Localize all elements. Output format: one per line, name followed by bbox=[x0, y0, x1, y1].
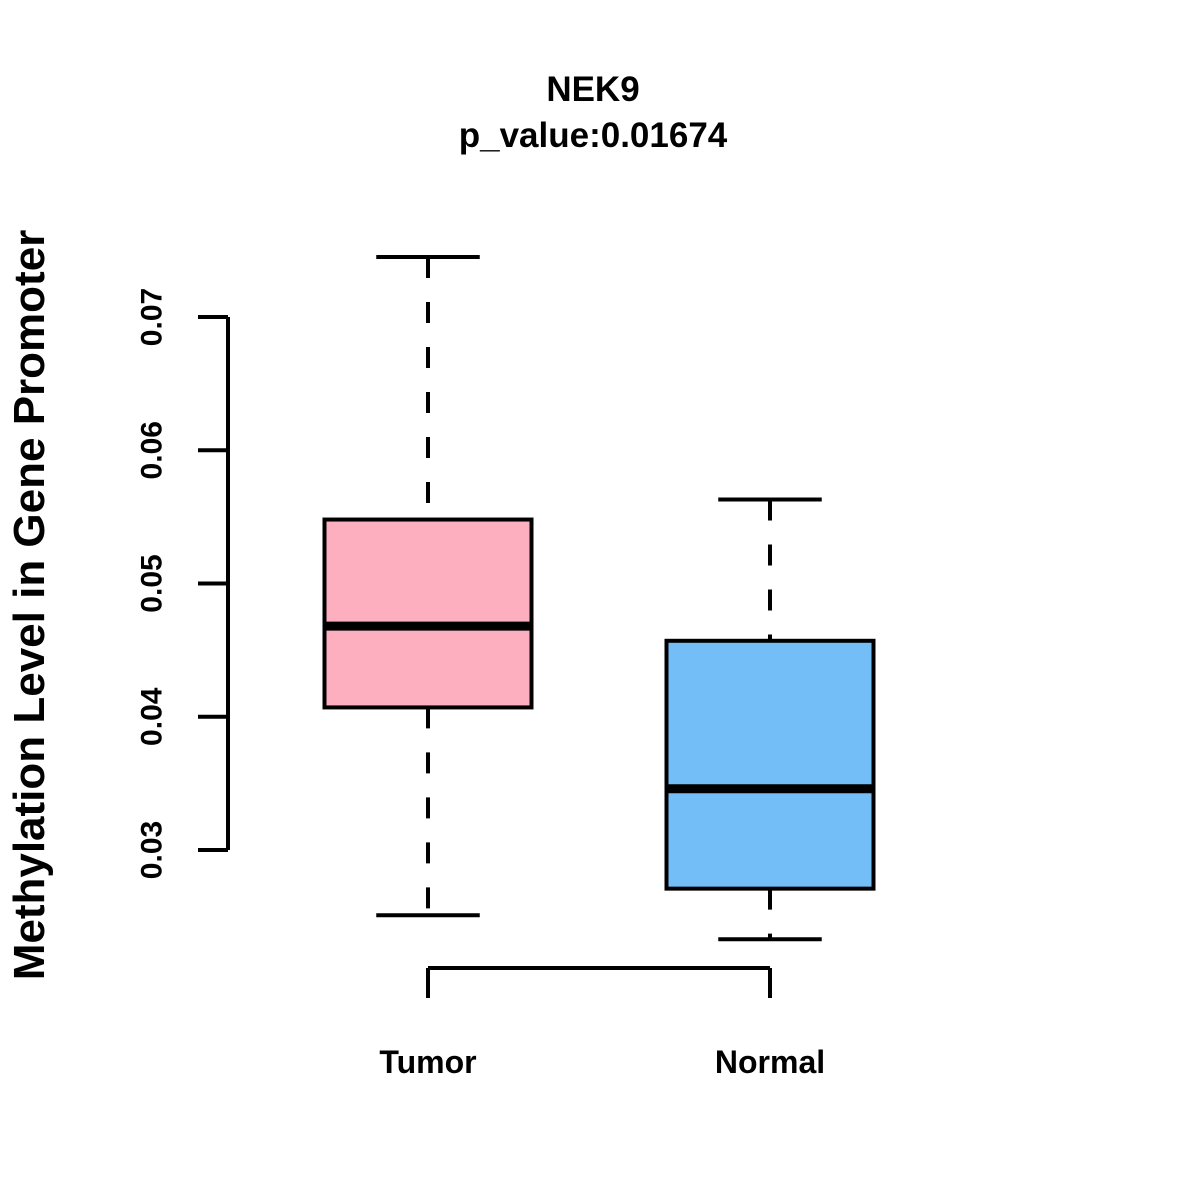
y-axis-tick-label: 0.05 bbox=[136, 554, 169, 612]
normal-box bbox=[664, 638, 876, 891]
x-category-label-tumor: Tumor bbox=[379, 1044, 476, 1080]
y-axis-tick-label: 0.03 bbox=[136, 821, 169, 879]
chart-title: NEK9 bbox=[546, 70, 640, 109]
x-category-label-normal: Normal bbox=[715, 1044, 825, 1080]
tumor-box bbox=[322, 517, 534, 710]
chart-p-value-subtitle: p_value:0.01674 bbox=[458, 116, 728, 155]
y-axis-tick-label: 0.06 bbox=[136, 421, 169, 479]
y-axis-tick-label: 0.07 bbox=[136, 288, 169, 346]
y-axis-tick-label: 0.04 bbox=[136, 687, 169, 746]
